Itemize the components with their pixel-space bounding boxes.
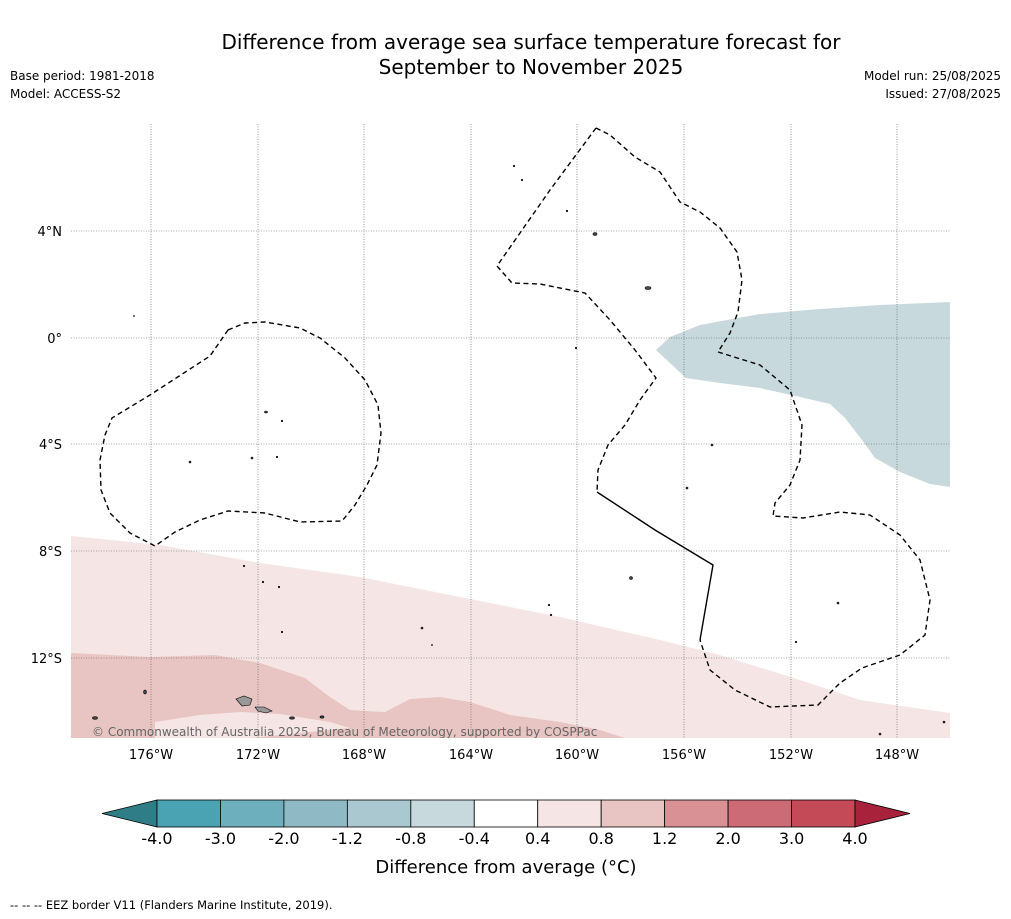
lat-label-0: 0° — [47, 332, 62, 347]
lat-labels: 4°N 0° 4°S 8°S 12°S — [31, 225, 62, 667]
lon-label-148w: 148°W — [875, 748, 919, 763]
legend-tick-label: 1.2 — [652, 829, 677, 848]
lon-label-172w: 172°W — [236, 748, 280, 763]
lon-label-160w: 160°W — [555, 748, 599, 763]
legend-swatch — [346, 799, 412, 828]
map-panel: © Commonwealth of Australia 2025, Bureau… — [71, 124, 950, 739]
lon-label-152w: 152°W — [769, 748, 813, 763]
legend-tick-label: 4.0 — [842, 829, 867, 848]
legend-tick-label: -1.2 — [332, 829, 363, 848]
legend-swatch — [156, 799, 221, 828]
islands — [92, 164, 946, 736]
legend-swatch — [791, 799, 856, 828]
legend-arrow-right — [854, 799, 911, 828]
eez-borders — [99, 127, 931, 708]
anomaly-inset-light — [155, 712, 350, 738]
legend-arrow-left — [101, 799, 158, 828]
legend-swatch — [410, 799, 475, 828]
eez-east — [699, 351, 931, 708]
legend-tick-label: -2.0 — [268, 829, 299, 848]
island-large-2 — [254, 706, 273, 714]
legend-tick-label: -4.0 — [141, 829, 172, 848]
eez-central — [496, 127, 657, 493]
lon-label-176w: 176°W — [129, 748, 173, 763]
legend-swatch — [600, 799, 666, 828]
legend-tick-label: 0.8 — [588, 829, 613, 848]
lon-label-168w: 168°W — [342, 748, 386, 763]
title-line-1: Difference from average sea surface temp… — [221, 30, 841, 54]
legend-title: Difference from average (°C) — [375, 857, 636, 878]
legend-tick-label: 3.0 — [779, 829, 804, 848]
title-line-2: September to November 2025 — [378, 55, 684, 79]
issued-date: Issued: 27/08/2025 — [885, 87, 1001, 101]
lon-label-164w: 164°W — [449, 748, 493, 763]
lat-label-12s: 12°S — [31, 652, 62, 667]
eez-west — [99, 321, 382, 547]
legend-tick-label: -3.0 — [205, 829, 236, 848]
base-period: Base period: 1981-2018 — [10, 69, 155, 83]
legend-swatch — [727, 799, 792, 828]
legend-tick-label: 2.0 — [715, 829, 740, 848]
legend-swatch — [473, 799, 539, 828]
eez-boundary-solid — [596, 491, 714, 641]
lon-label-156w: 156°W — [662, 748, 706, 763]
legend-tick-label: 0.4 — [525, 829, 550, 848]
color-legend — [101, 799, 911, 828]
lat-label-4n: 4°N — [38, 225, 63, 240]
legend-swatch — [537, 799, 602, 828]
legend-swatch — [283, 799, 348, 828]
island-large-1 — [235, 695, 253, 707]
meta-left: Base period: 1981-2018 Model: ACCESS-S2 — [10, 67, 155, 103]
eez-north — [595, 127, 743, 353]
map-title: Difference from average sea surface temp… — [0, 30, 1011, 80]
meta-right: Model run: 25/08/2025 Issued: 27/08/2025 — [864, 67, 1001, 103]
map-copyright: © Commonwealth of Australia 2025, Bureau… — [92, 725, 597, 739]
model-name: Model: ACCESS-S2 — [10, 87, 122, 101]
legend-tick-label: -0.4 — [459, 829, 490, 848]
model-run: Model run: 25/08/2025 — [863, 69, 1001, 83]
legend-tick-label: -0.8 — [395, 829, 426, 848]
legend-swatch — [220, 799, 285, 828]
lat-label-4s: 4°S — [39, 438, 62, 453]
legend-swatch — [664, 799, 729, 828]
eez-footnote: -- -- -- EEZ border V11 (Flanders Marine… — [10, 898, 333, 912]
legend-ticks: -4.0 -3.0 -2.0 -1.2 -0.8 -0.4 0.4 0.8 1.2 2.0 3.0 4… — [141, 829, 867, 848]
gridlines — [71, 124, 950, 738]
anomaly-cool-region — [656, 302, 950, 487]
lat-label-8s: 8°S — [39, 545, 62, 560]
lon-labels: 176°W 172°W 168°W 164°W 160°W 156°W 152°… — [129, 748, 919, 763]
